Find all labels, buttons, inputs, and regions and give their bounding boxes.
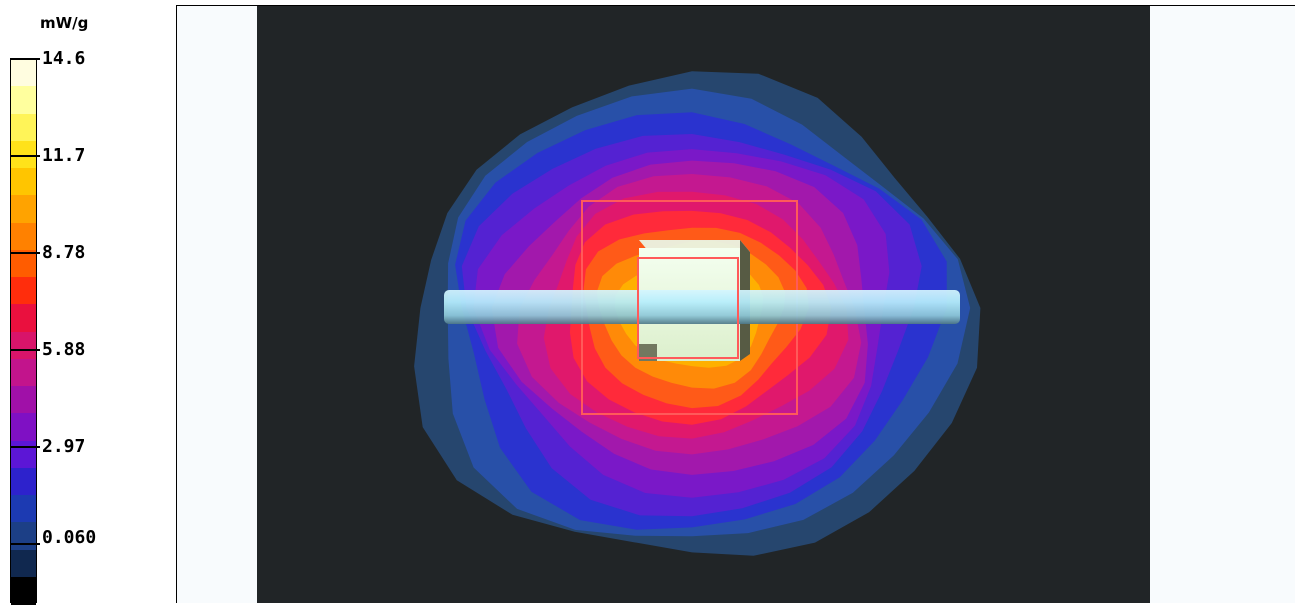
- colorbar-tick-label: 11.7: [42, 144, 86, 166]
- sar-contour-layers: [414, 71, 981, 556]
- colorbar-segment: [11, 576, 36, 605]
- viewport-divider: [176, 5, 177, 603]
- colorbar-segment: [11, 168, 36, 196]
- colorbar-tick-label: 5.88: [42, 338, 86, 360]
- colorbar-segment: [11, 440, 36, 469]
- colorbar-tick: [10, 348, 40, 351]
- colorbar-segment: [11, 86, 36, 114]
- colorbar-segment: [11, 304, 36, 332]
- colorbar-segment: [11, 222, 36, 251]
- colorbar-tick: [10, 252, 40, 255]
- colorbar-tick: [10, 543, 40, 545]
- cube-bottom-shadow: [639, 344, 657, 361]
- colorbar-segment: [11, 358, 36, 387]
- cylinder-probe: [444, 290, 960, 324]
- colorbar-segment: [11, 467, 36, 496]
- sar-contour-plot: [257, 6, 1150, 603]
- colorbar-tick: [10, 154, 40, 157]
- colorbar-segment: [11, 59, 36, 87]
- colorbar-tick: [10, 58, 40, 60]
- measurement-box-inner: [637, 257, 739, 359]
- colorbar-tick: [10, 445, 40, 448]
- colorbar-segment: [11, 331, 36, 360]
- colorbar-segment: [11, 277, 36, 305]
- colorbar-tick-label: 14.6: [42, 48, 86, 69]
- colorbar-segment: [11, 386, 36, 414]
- colorbar-segment: [11, 495, 36, 523]
- 3d-viewport[interactable]: [177, 6, 1295, 603]
- colorbar-segment: [11, 195, 36, 223]
- colorbar-segment: [11, 413, 36, 441]
- colorbar: [10, 58, 37, 605]
- colorbar-segment: [11, 249, 36, 278]
- colorbar-tick-label: 0.060: [42, 527, 97, 548]
- viewport-top-border: [176, 5, 1295, 6]
- colorbar-tick-label: 2.97: [42, 435, 86, 457]
- colorbar-segment: [11, 549, 36, 578]
- legend-unit-label: mW/g: [40, 14, 89, 32]
- colorbar-segment: [11, 113, 36, 142]
- colorbar-segment: [11, 522, 36, 550]
- colorbar-tick-label: 8.78: [42, 242, 86, 264]
- colorbar-legend: mW/g 14.6 11.7 8.78 5.88 2.97 0.060: [0, 0, 175, 605]
- colorbar-segment: [11, 140, 36, 169]
